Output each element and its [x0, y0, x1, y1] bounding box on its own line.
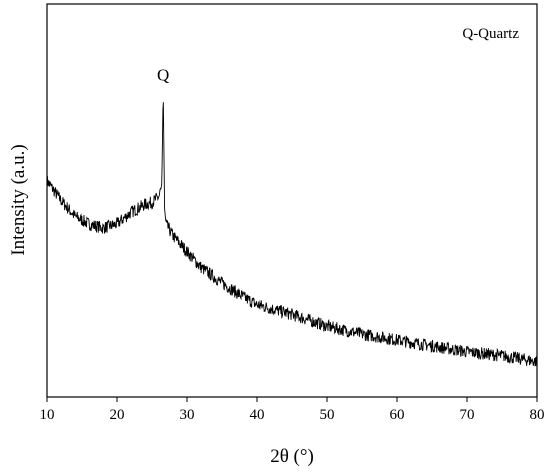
- x-tick-label-10: 10: [40, 407, 55, 423]
- x-tick-label-60: 60: [390, 407, 405, 423]
- plot-frame: [46, 3, 538, 398]
- x-tick-label-80: 80: [530, 407, 545, 423]
- x-tick-label-70: 70: [460, 407, 475, 423]
- xrd-pattern-line: [46, 102, 538, 367]
- peak-label-q: Q: [157, 65, 169, 84]
- legend-annotation: Q-Quartz: [462, 26, 519, 42]
- x-tick-label-20: 20: [110, 407, 125, 423]
- x-tick-label-40: 40: [250, 407, 265, 423]
- x-axis-tick-labels: 10 20 30 40 50 60 70 80: [40, 407, 545, 423]
- y-axis-label: Intensity (a.u.): [8, 144, 29, 255]
- x-tick-label-30: 30: [180, 407, 195, 423]
- x-axis-ticks: [46, 397, 538, 402]
- x-axis-label: 2θ (°): [270, 446, 314, 467]
- x-tick-label-50: 50: [320, 407, 335, 423]
